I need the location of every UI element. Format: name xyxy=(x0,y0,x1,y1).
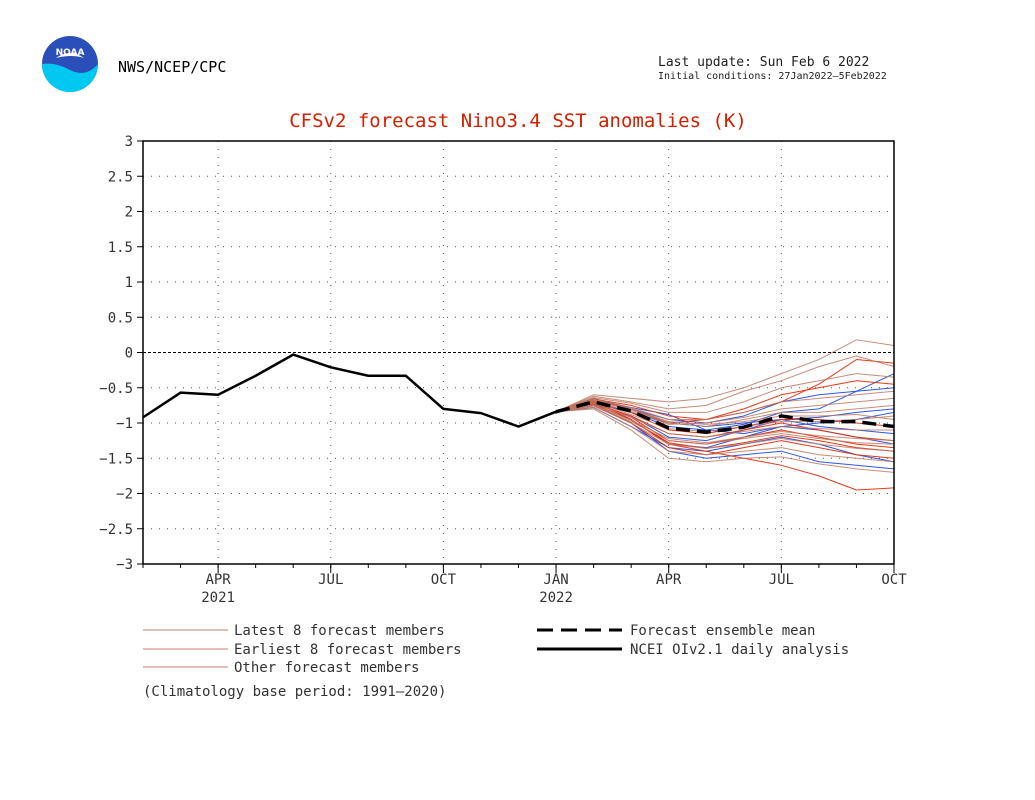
legend: Latest 8 forecast members Earliest 8 for… xyxy=(143,623,849,676)
ensemble-mean-line xyxy=(555,400,895,434)
ensemble-mean-layer xyxy=(555,400,895,434)
forecast-member-other-line xyxy=(556,408,895,473)
y-tick-label: 0.5 xyxy=(108,310,133,326)
observed-analysis-line xyxy=(142,353,557,428)
y-tick-label: 2 xyxy=(125,205,133,221)
forecast-member-other-line xyxy=(555,390,895,420)
x-axis: APR 2021 JUL OCT JAN 2022 APR JUL OCT xyxy=(142,564,907,606)
x-tick-label: APR xyxy=(656,572,682,588)
y-tick-label: 2.5 xyxy=(108,169,133,185)
agency-label: NWS/NCEP/CPC xyxy=(118,58,226,76)
grid-lines xyxy=(143,141,894,564)
y-tick-label: −1.5 xyxy=(99,451,133,467)
x-year-label: 2022 xyxy=(539,590,573,606)
forecast-member-other-line xyxy=(555,406,895,463)
forecast-member-other-line xyxy=(555,404,895,445)
climatology-footnote: (Climatology base period: 1991—2020) xyxy=(143,684,446,700)
legend-label-other: Other forecast members xyxy=(234,660,419,676)
forecast-member-lines xyxy=(555,339,895,491)
x-tick-label: JUL xyxy=(318,572,343,588)
forecast-member-other-line xyxy=(555,373,895,413)
y-tick-label: −2 xyxy=(116,487,133,503)
noaa-logo-icon: NOAA xyxy=(42,36,98,92)
forecast-member-other-line xyxy=(555,397,895,425)
x-tick-label: OCT xyxy=(431,572,457,588)
y-tick-label: 1.5 xyxy=(108,240,133,256)
y-tick-label: 1 xyxy=(125,275,133,291)
y-tick-label: 3 xyxy=(125,134,133,150)
x-year-label: 2021 xyxy=(201,590,235,606)
x-tick-label: JAN xyxy=(543,572,568,588)
chart-title: CFSv2 forecast Nino3.4 SST anomalies (K) xyxy=(289,110,747,132)
y-tick-label: −1 xyxy=(116,416,133,432)
y-axis: 3 2.5 2 1.5 1 0.5 0 −0.5 −1 −1.5 −2 −2.5 −3 xyxy=(99,134,143,573)
x-tick-label: APR xyxy=(205,572,231,588)
y-tick-label: −0.5 xyxy=(99,381,133,397)
legend-label-earliest: Earliest 8 forecast members xyxy=(234,642,462,658)
legend-label-latest: Latest 8 forecast members xyxy=(234,623,445,639)
forecast-member-other-line xyxy=(555,399,895,425)
forecast-member-earliest-line xyxy=(555,380,895,420)
forecast-member-other-line xyxy=(555,402,894,438)
y-tick-label: 0 xyxy=(125,346,133,362)
forecast-member-other-line xyxy=(555,355,895,413)
noaa-logo-text: NOAA xyxy=(56,48,85,58)
forecast-member-earliest-line xyxy=(555,359,895,424)
last-update-label: Last update: Sun Feb 6 2022 xyxy=(658,55,869,70)
y-tick-label: −3 xyxy=(116,557,133,573)
x-tick-label: JUL xyxy=(769,572,794,588)
legend-label-ensemble-mean: Forecast ensemble mean xyxy=(630,623,815,639)
forecast-member-other-line xyxy=(555,405,895,452)
initial-conditions-label: Initial conditions: 27Jan2022—5Feb2022 xyxy=(658,71,887,82)
legend-label-observed: NCEI OIv2.1 daily analysis xyxy=(630,642,849,658)
x-tick-label: OCT xyxy=(881,572,907,588)
y-tick-label: −2.5 xyxy=(99,522,133,538)
observed-layer xyxy=(142,353,557,428)
forecast-member-other-line xyxy=(555,404,895,444)
forecast-member-other-line xyxy=(555,339,895,413)
